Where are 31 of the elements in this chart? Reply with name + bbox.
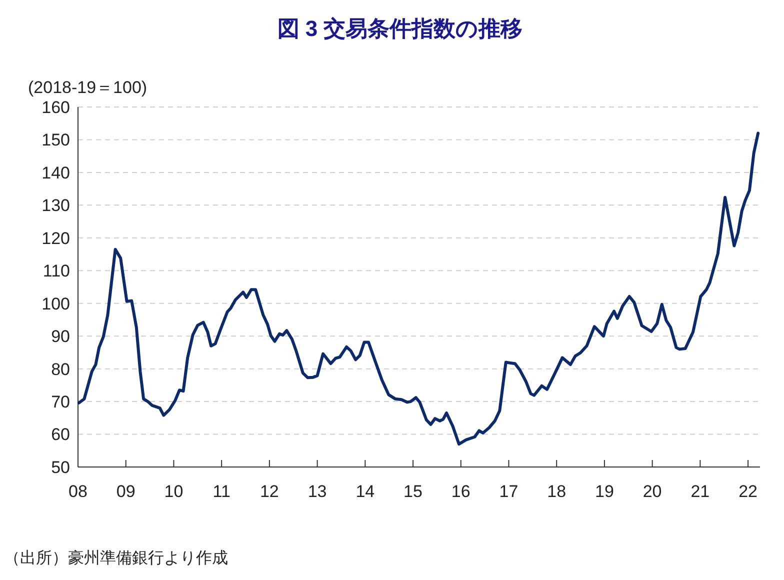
x-tick-label: 10 — [164, 482, 184, 501]
x-tick-label: 15 — [404, 482, 422, 501]
y-tick-label: 160 — [42, 98, 70, 117]
x-tick-label: 12 — [260, 482, 279, 501]
x-tick-label: 14 — [356, 482, 375, 501]
x-tick-label: 11 — [212, 482, 230, 501]
y-tick-label: 70 — [51, 392, 70, 412]
line-series — [77, 132, 760, 446]
y-tick-label: 120 — [42, 228, 70, 248]
y-tick-label: 60 — [51, 425, 70, 444]
y-tick-label: 130 — [42, 196, 70, 216]
y-tick-label: 140 — [42, 163, 70, 182]
y-tick-label: 100 — [42, 294, 70, 314]
x-tick-label: 16 — [451, 482, 470, 501]
x-tick-label: 13 — [308, 482, 327, 501]
x-tick-label: 09 — [116, 482, 136, 501]
y-tick-label: 90 — [51, 327, 70, 346]
y-tick-label: 150 — [42, 130, 70, 150]
x-tick-label: 18 — [547, 482, 566, 501]
y-axis-title: (2018-19＝100) — [28, 78, 148, 97]
x-tick-label: 21 — [690, 482, 710, 501]
y-tick-label: 50 — [51, 458, 70, 477]
x-tick-label: 19 — [594, 482, 614, 501]
x-tick-label: 22 — [738, 482, 758, 501]
chart-title: 図 3 交易条件指数の推移 — [277, 16, 523, 41]
x-tick-label: 20 — [642, 482, 662, 501]
x-tick-label: 08 — [68, 482, 88, 501]
text: （出所）豪州準備銀行より作成 — [4, 549, 228, 567]
y-tick-label: 110 — [42, 262, 70, 281]
y-tick-label: 80 — [51, 360, 70, 379]
x-tick-label: 17 — [499, 482, 518, 501]
